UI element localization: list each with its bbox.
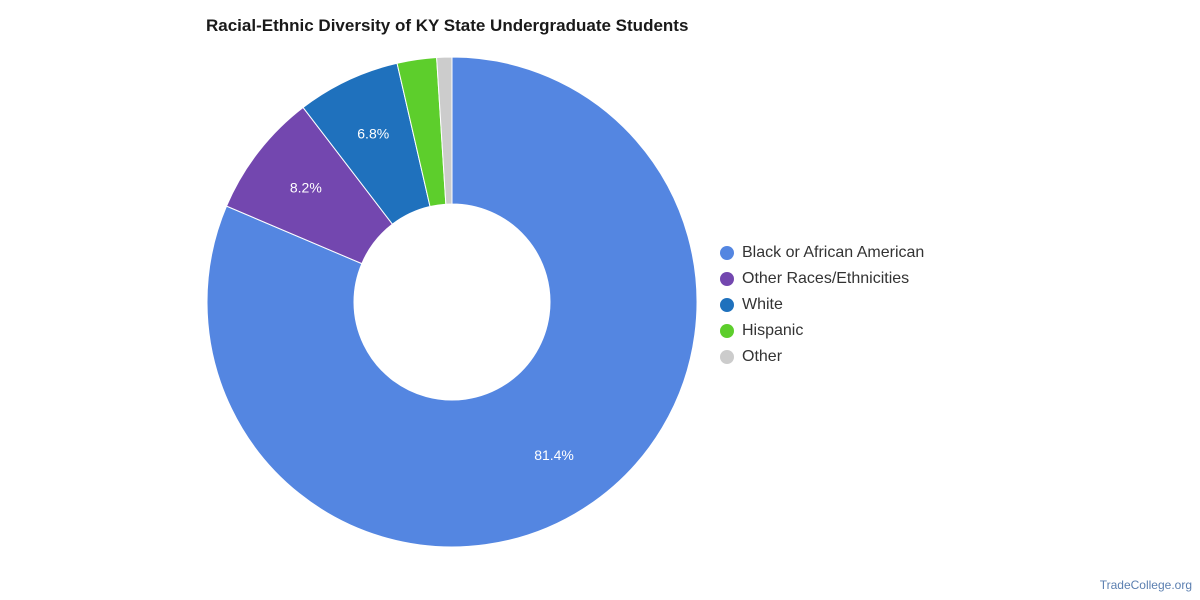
chart-title: Racial-Ethnic Diversity of KY State Unde… xyxy=(206,16,689,35)
slice-label-other-races-ethnicities: 8.2% xyxy=(290,179,322,195)
legend-label: Other Races/Ethnicities xyxy=(742,270,910,287)
slice-black-or-african-american[interactable] xyxy=(206,56,698,548)
legend-item-white[interactable]: White xyxy=(720,292,924,318)
legend-label: Black or African American xyxy=(742,244,925,261)
legend-item-other-races-ethnicities[interactable]: Other Races/Ethnicities xyxy=(720,266,924,292)
slice-label-white: 6.8% xyxy=(357,125,389,141)
legend-swatch xyxy=(720,298,734,312)
slice-other[interactable] xyxy=(436,56,453,205)
legend-item-black-or-african-american[interactable]: Black or African American xyxy=(720,240,924,266)
legend-swatch xyxy=(720,350,734,364)
legend: Black or African American Other Races/Eth… xyxy=(720,240,924,370)
legend-swatch xyxy=(720,246,734,260)
legend-label: Hispanic xyxy=(742,322,804,339)
slice-label-black-or-african-american: 81.4% xyxy=(534,447,574,463)
legend-item-other[interactable]: Other xyxy=(720,344,924,370)
legend-swatch xyxy=(720,272,734,286)
legend-swatch xyxy=(720,324,734,338)
legend-label: Other xyxy=(742,348,783,365)
legend-item-hispanic[interactable]: Hispanic xyxy=(720,318,924,344)
legend-label: White xyxy=(742,296,783,313)
source-credit[interactable]: TradeCollege.org xyxy=(1099,578,1192,592)
